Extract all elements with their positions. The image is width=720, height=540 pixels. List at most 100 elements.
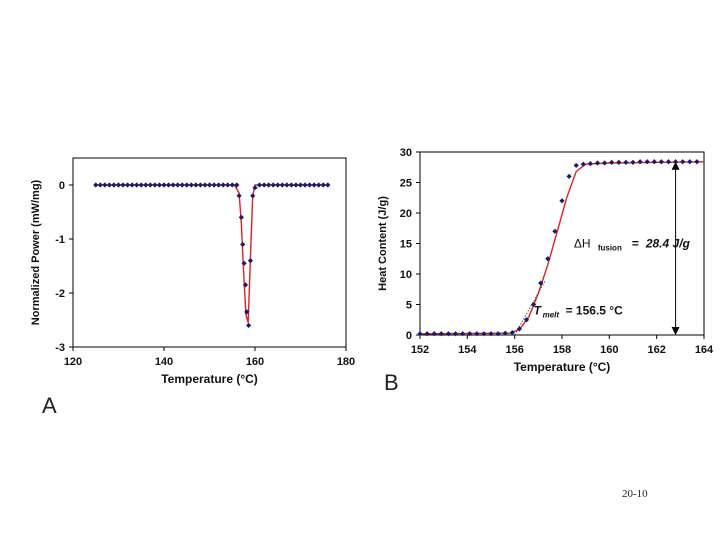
data-point-marker bbox=[658, 159, 664, 165]
data-point-marker bbox=[445, 331, 451, 337]
data-point-marker bbox=[250, 193, 256, 199]
fit-line bbox=[95, 184, 328, 323]
data-point-marker bbox=[240, 241, 246, 247]
data-point-marker bbox=[580, 161, 586, 167]
data-point-marker bbox=[236, 193, 242, 199]
data-point-marker bbox=[275, 182, 281, 188]
data-point-marker bbox=[545, 256, 551, 262]
chart-b-panel: 152 154 156 158 160 162 164 0 5 10 15 20 25 30 Tempera… bbox=[372, 138, 714, 400]
data-point-marker bbox=[134, 182, 140, 188]
data-point-marker bbox=[523, 317, 530, 323]
data-point-marker bbox=[102, 182, 108, 188]
data-point-marker bbox=[241, 260, 247, 266]
x-tick-label: 152 bbox=[411, 344, 429, 356]
data-point-marker bbox=[320, 182, 326, 188]
data-point-marker bbox=[261, 182, 267, 188]
y-tick-label: 20 bbox=[400, 208, 412, 220]
y-axis-title: Normalized Power (mW/mg) bbox=[30, 179, 42, 325]
t-melt-value: = 156.5 °C bbox=[566, 304, 624, 318]
x-tick-label: 160 bbox=[246, 356, 264, 368]
data-point-marker bbox=[665, 159, 672, 165]
y-tick-label: 30 bbox=[400, 147, 412, 159]
chart-b: 152 154 156 158 160 162 164 0 5 10 15 20 25 30 Tempera… bbox=[377, 147, 714, 374]
data-point-marker bbox=[129, 182, 135, 188]
delta-h-subscript: fusion bbox=[598, 244, 622, 253]
data-point-marker bbox=[609, 159, 615, 165]
data-point-marker bbox=[573, 162, 579, 169]
data-point-marker bbox=[284, 182, 290, 188]
y-axis-title: Heat Content (J/g) bbox=[377, 196, 389, 291]
data-point-marker bbox=[206, 182, 213, 188]
data-point-marker bbox=[460, 331, 466, 337]
data-point-marker bbox=[211, 182, 217, 188]
data-point-marker bbox=[170, 182, 176, 188]
x-tick-label: 160 bbox=[600, 344, 618, 356]
data-point-marker bbox=[175, 182, 181, 188]
data-point-marker bbox=[234, 182, 240, 188]
data-point-marker bbox=[467, 331, 473, 337]
data-point-marker bbox=[165, 182, 172, 188]
data-point-marker bbox=[147, 182, 153, 188]
data-point-marker bbox=[594, 160, 601, 166]
slide-number: 20-10 bbox=[622, 488, 648, 500]
x-tick-label: 120 bbox=[64, 356, 82, 368]
data-point-marker bbox=[302, 182, 308, 188]
data-point-marker bbox=[229, 182, 235, 188]
y-tick-label: 0 bbox=[59, 180, 65, 192]
data-point-marker bbox=[616, 159, 622, 165]
data-point-marker bbox=[559, 198, 565, 204]
data-point-marker bbox=[184, 182, 190, 188]
data-point-marker bbox=[438, 331, 444, 337]
data-point-marker bbox=[97, 182, 103, 188]
data-point-marker bbox=[220, 182, 226, 188]
t-melt-symbol: T bbox=[534, 304, 543, 318]
data-point-marker bbox=[316, 182, 322, 188]
delta-h-arrowhead-bottom bbox=[671, 327, 680, 335]
data-point-marker bbox=[93, 182, 99, 188]
data-point-marker bbox=[424, 331, 430, 337]
y-tick-label: -2 bbox=[55, 288, 65, 300]
data-point-marker bbox=[602, 160, 608, 166]
data-point-marker bbox=[125, 182, 131, 188]
x-axis-title: Temperature (°C) bbox=[161, 372, 258, 386]
data-point-marker bbox=[138, 182, 144, 188]
data-point-marker bbox=[246, 322, 252, 328]
x-tick-label: 158 bbox=[553, 344, 571, 356]
data-point-marker bbox=[256, 182, 263, 188]
x-tick-label: 164 bbox=[695, 344, 714, 356]
data-point-marker bbox=[111, 182, 117, 188]
data-point-marker bbox=[297, 182, 304, 188]
data-point-marker bbox=[623, 159, 629, 165]
data-point-marker bbox=[637, 159, 643, 165]
y-tick-label: 0 bbox=[406, 330, 412, 342]
delta-h-value: 28.4 J/g bbox=[645, 237, 691, 251]
data-point-marker bbox=[673, 159, 679, 165]
y-tick-label: 25 bbox=[400, 178, 412, 190]
delta-h-arrowhead-top bbox=[671, 161, 680, 170]
data-point-marker bbox=[417, 331, 423, 337]
panel-label-a: A bbox=[42, 393, 57, 418]
data-point-marker bbox=[481, 331, 487, 337]
data-point-marker bbox=[216, 182, 222, 188]
data-point-marker bbox=[115, 182, 122, 188]
plot-frame bbox=[72, 157, 347, 348]
panel-label-b: B bbox=[384, 370, 399, 395]
data-point-marker bbox=[188, 182, 194, 188]
data-point-marker bbox=[266, 182, 272, 188]
data-point-marker bbox=[252, 185, 258, 191]
data-point-marker bbox=[587, 160, 593, 167]
data-point-marker bbox=[630, 159, 636, 165]
x-tick-label: 180 bbox=[337, 356, 355, 368]
data-point-marker bbox=[307, 182, 313, 188]
y-tick-label: -1 bbox=[55, 234, 65, 246]
data-point-marker bbox=[293, 182, 299, 188]
data-point-marker bbox=[143, 182, 149, 188]
data-point-marker bbox=[680, 159, 686, 165]
x-tick-label: 140 bbox=[155, 356, 173, 368]
data-point-marker bbox=[156, 182, 163, 188]
data-point-marker bbox=[488, 331, 494, 337]
data-point-marker bbox=[452, 331, 459, 337]
data-point-marker bbox=[495, 331, 501, 337]
data-point-marker bbox=[161, 182, 167, 188]
delta-h-symbol: ΔH bbox=[574, 237, 591, 251]
